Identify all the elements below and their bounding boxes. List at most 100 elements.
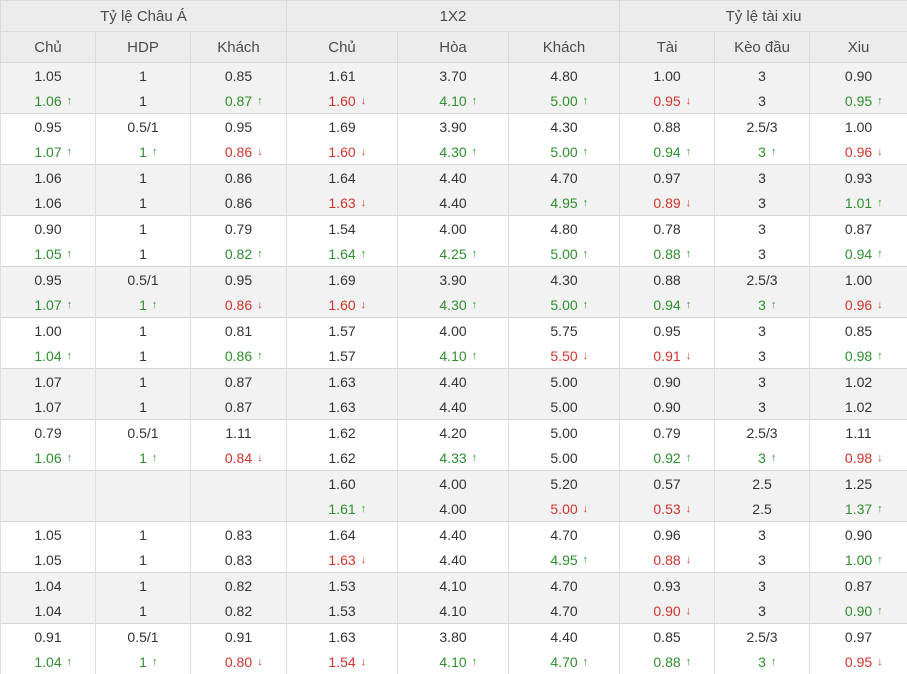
- odds-cell-draw: 4.10↑: [398, 88, 509, 114]
- odds-value-text: 0.5/1: [127, 629, 158, 645]
- odds-value: 5.00↑: [550, 246, 577, 262]
- odds-value-text: 0.88: [653, 246, 680, 262]
- odds-value: 1.57: [328, 348, 355, 364]
- odds-cell-over: 0.88: [620, 267, 715, 293]
- odds-value-text: 0.79: [34, 425, 61, 441]
- odds-cell-1x2-home: 1.69: [287, 267, 398, 293]
- arrow-down-icon: ↓: [361, 654, 367, 670]
- odds-value-text: 4.40: [439, 170, 466, 186]
- arrow-up-icon: ↑: [257, 93, 263, 109]
- odds-value: 0.93: [845, 170, 872, 186]
- odds-value-text: 3: [758, 323, 766, 339]
- odds-value-text: 4.40: [439, 399, 466, 415]
- odds-cell-draw: 3.70: [398, 63, 509, 89]
- odds-value: 0.90↓: [653, 603, 680, 619]
- odds-cell-line: 3: [715, 241, 810, 267]
- odds-value: 1.06↑: [34, 93, 61, 109]
- odds-cell-over: 0.91↓: [620, 343, 715, 369]
- odds-value: 0.82↑: [225, 246, 252, 262]
- odds-cell-draw: 4.00: [398, 496, 509, 522]
- odds-value: 1.00: [653, 68, 680, 84]
- odds-value: 1: [139, 93, 147, 109]
- odds-value: 1: [139, 68, 147, 84]
- odds-value-text: 4.10: [439, 348, 466, 364]
- odds-value: 4.10↑: [439, 93, 466, 109]
- odds-value-text: 5.00: [550, 450, 577, 466]
- odds-cell-1x2-home: 1.64: [287, 165, 398, 191]
- odds-cell-1x2-home: 1.61: [287, 63, 398, 89]
- odds-value: 1.60: [328, 476, 355, 492]
- arrow-down-icon: ↓: [686, 603, 692, 619]
- odds-cell-over: 0.88↑: [620, 241, 715, 267]
- odds-cell-1x2-away: 5.75: [509, 318, 620, 344]
- odds-value: 0.86: [225, 195, 252, 211]
- odds-cell-asian-home: 1.06↑: [1, 445, 96, 471]
- odds-value: 0.81: [225, 323, 252, 339]
- odds-value-text: 1.00: [653, 68, 680, 84]
- odds-cell-asian-away: 0.86↑: [191, 343, 287, 369]
- odds-value: 1↑: [139, 297, 147, 313]
- arrow-down-icon: ↓: [877, 450, 883, 466]
- odds-value: 1.07↑: [34, 144, 61, 160]
- odds-value: 2.5/3: [746, 272, 777, 288]
- odds-value: 0.98↓: [845, 450, 872, 466]
- arrow-up-icon: ↑: [583, 654, 589, 670]
- odds-value-text: 4.30: [550, 119, 577, 135]
- odds-cell-asian-away: 0.95: [191, 267, 287, 293]
- odds-cell-asian-away: [191, 496, 287, 522]
- odds-value-text: 1.64: [328, 170, 355, 186]
- odds-value-text: 1.04: [34, 603, 61, 619]
- odds-value-text: 4.10: [439, 578, 466, 594]
- odds-value-text: 1.00: [845, 272, 872, 288]
- odds-cell-hdp: 1: [96, 241, 191, 267]
- odds-value: 5.50↓: [550, 348, 577, 364]
- odds-value: 4.00: [439, 323, 466, 339]
- arrow-up-icon: ↑: [686, 297, 692, 313]
- odds-cell-asian-home: 1.04↑: [1, 343, 96, 369]
- odds-value: 1.05: [34, 552, 61, 568]
- arrow-down-icon: ↓: [257, 297, 263, 313]
- odds-value: 5.00↑: [550, 297, 577, 313]
- odds-value-text: 0.95: [845, 654, 872, 670]
- arrow-up-icon: ↑: [257, 246, 263, 262]
- odds-cell-line: 3: [715, 216, 810, 242]
- arrow-up-icon: ↑: [686, 450, 692, 466]
- odds-cell-asian-away: 0.87: [191, 394, 287, 420]
- odds-cell-under: 1.37↑: [810, 496, 907, 522]
- odds-cell-asian-away: 0.86↓: [191, 292, 287, 318]
- odds-value: 1: [139, 603, 147, 619]
- arrow-down-icon: ↓: [686, 93, 692, 109]
- odds-value: 0.87↑: [225, 93, 252, 109]
- odds-value: 4.70: [550, 527, 577, 543]
- odds-cell-1x2-home: 1.64: [287, 522, 398, 548]
- odds-value-text: 1.64: [328, 527, 355, 543]
- odds-value-text: 0.88: [653, 552, 680, 568]
- group-header-row: Tỷ lệ Châu Á 1X2 Tỷ lệ tài xiu: [1, 1, 907, 32]
- odds-cell-hdp: 1: [96, 216, 191, 242]
- odds-value: 0.5/1: [127, 272, 158, 288]
- odds-value-text: 0.96: [845, 144, 872, 160]
- odds-value: 1.04: [34, 578, 61, 594]
- odds-cell-1x2-home: 1.57: [287, 318, 398, 344]
- odds-value-text: 4.33: [439, 450, 466, 466]
- odds-value: 4.33↑: [439, 450, 466, 466]
- odds-value-text: 4.20: [439, 425, 466, 441]
- odds-value: 0.92↑: [653, 450, 680, 466]
- odds-cell-over: 0.94↑: [620, 292, 715, 318]
- arrow-down-icon: ↓: [583, 348, 589, 364]
- odds-cell-draw: 4.40: [398, 190, 509, 216]
- odds-cell-draw: 4.40: [398, 394, 509, 420]
- col-header-line: Kèo đầu: [715, 32, 810, 63]
- odds-value: 4.00: [439, 476, 466, 492]
- odds-value: 1.05↑: [34, 246, 61, 262]
- odds-value-text: 4.00: [439, 323, 466, 339]
- odds-cell-under: 1.02: [810, 394, 907, 420]
- odds-value-text: 3.90: [439, 119, 466, 135]
- odds-value-text: 0.82: [225, 578, 252, 594]
- odds-cell-under: 0.98↓: [810, 445, 907, 471]
- odds-cell-draw: 4.00: [398, 216, 509, 242]
- odds-cell-1x2-away: 4.70↑: [509, 649, 620, 674]
- arrow-up-icon: ↑: [771, 297, 777, 313]
- arrow-up-icon: ↑: [361, 246, 367, 262]
- odds-value-text: 1.06: [34, 170, 61, 186]
